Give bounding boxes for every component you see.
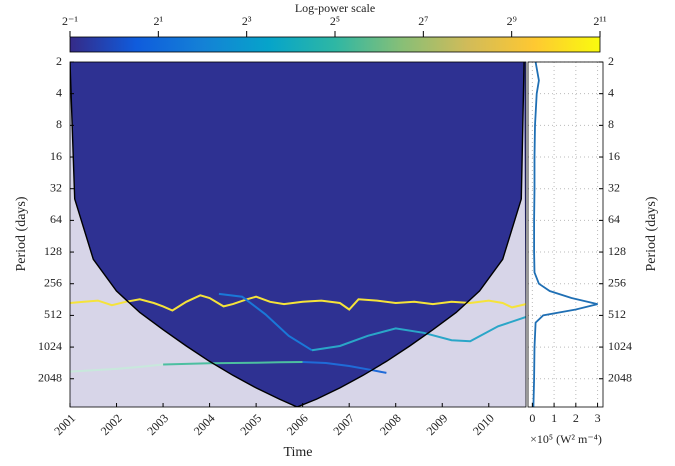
y-tick-label: 8: [608, 117, 614, 131]
y-tick-label: 2048: [608, 371, 632, 385]
x-tick-label: 2: [573, 411, 579, 425]
ridge-line: [311, 316, 526, 352]
plot-frame: [69, 61, 527, 408]
y-tick-label: 64: [50, 212, 62, 226]
ridge-line: [302, 361, 387, 374]
cone-of-influence-area: [70, 62, 526, 407]
x-tick-label: 0: [529, 411, 535, 425]
y-axis-label-right: Period (days): [644, 196, 659, 271]
y-tick-label: 512: [44, 307, 62, 321]
colorbar-label: Log-power scale: [295, 1, 375, 15]
x-tick-label: 3: [595, 411, 601, 425]
y-tick-label: 128: [608, 244, 626, 258]
x-tick-label: 2002: [98, 411, 125, 438]
colorbar-tick-label: 2⁷: [418, 14, 428, 28]
y-axis-label: Period (days): [14, 196, 29, 271]
x-tick-label: 2001: [51, 411, 78, 438]
y-tick-label: 512: [608, 307, 626, 321]
colorbar-tick-label: 2⁻¹: [62, 14, 78, 28]
colorbar-tick-label: 2⁵: [330, 14, 340, 28]
x-axis-label: Time: [283, 445, 312, 460]
ridge-line: [163, 361, 303, 366]
side-x-axis-label: ×10⁵ (W² m⁻⁴): [530, 432, 602, 446]
x-tick-label: 2005: [237, 411, 264, 438]
cone-of-influence-line: [70, 62, 525, 407]
y-tick-label: 4: [608, 85, 614, 99]
y-tick-label: 256: [608, 275, 626, 289]
side-plot-frame: [527, 61, 604, 408]
colorbar-tick-label: 2⁹: [507, 14, 517, 28]
y-tick-label: 2: [608, 54, 614, 68]
y-tick-label: 32: [608, 180, 620, 194]
x-tick-label: 2007: [330, 411, 357, 438]
colorbar-tick-label: 2¹: [154, 14, 164, 28]
y-tick-label: 256: [44, 275, 62, 289]
x-tick-label: 2003: [144, 411, 171, 438]
y-tick-label: 1024: [38, 339, 62, 353]
y-tick-label: 2: [56, 54, 62, 68]
y-tick-label: 16: [50, 149, 62, 163]
y-tick-label: 64: [608, 212, 620, 226]
y-tick-label: 1024: [608, 339, 632, 353]
y-tick-label: 128: [44, 244, 62, 258]
y-tick-label: 4: [56, 85, 62, 99]
x-tick-label: 2009: [423, 411, 450, 438]
x-tick-label: 2004: [191, 411, 218, 438]
colorbar: [69, 36, 601, 53]
colorbar-tick-label: 2¹¹: [593, 14, 607, 28]
ridge-line: [70, 363, 164, 373]
y-tick-label: 2048: [38, 371, 62, 385]
y-tick-label: 16: [608, 149, 620, 163]
y-tick-label: 32: [50, 180, 62, 194]
x-tick-label: 2008: [377, 411, 404, 438]
x-tick-label: 1: [551, 411, 557, 425]
x-tick-label: 2010: [470, 411, 497, 438]
spectrum-line: [532, 61, 598, 408]
colorbar-tick-label: 2³: [242, 14, 252, 28]
ridge-line: [70, 294, 526, 312]
x-tick-label: 2006: [284, 411, 311, 438]
ridge-line: [218, 292, 313, 352]
y-tick-label: 8: [56, 117, 62, 131]
